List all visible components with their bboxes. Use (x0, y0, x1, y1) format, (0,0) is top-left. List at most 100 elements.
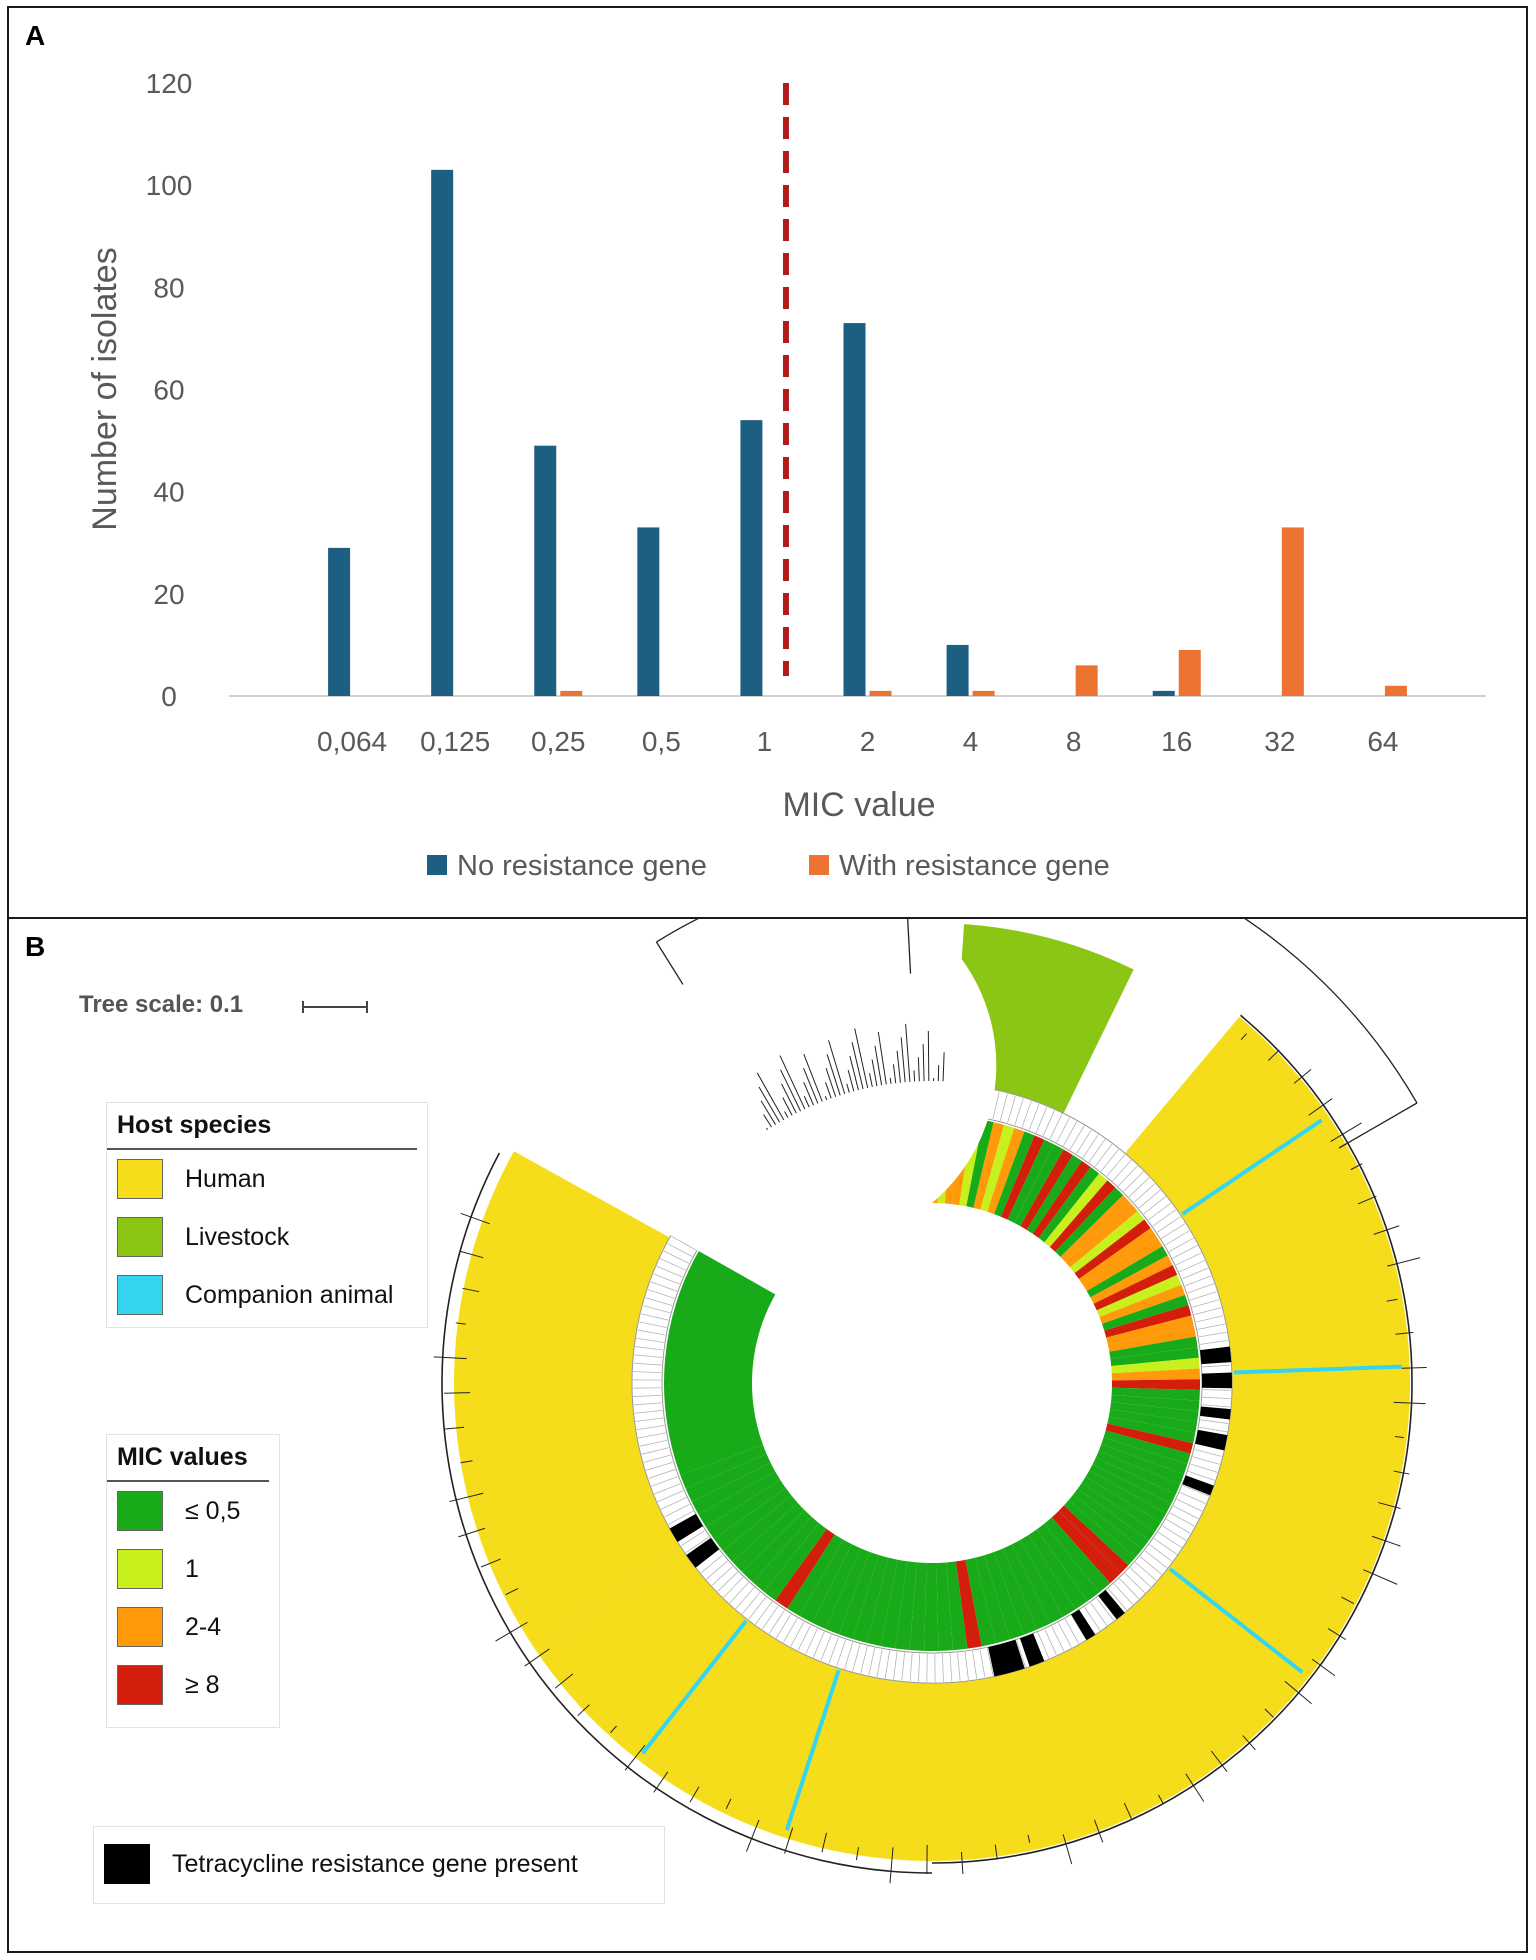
tip-tick (659, 1258, 686, 1271)
tip-tick (650, 1281, 678, 1292)
tree-branch (1210, 1750, 1228, 1773)
gene-legend: Tetracycline resistance gene present (93, 1826, 665, 1904)
tip-tick (860, 1646, 868, 1674)
tip-tick (657, 1490, 684, 1503)
tip-tick (1143, 1196, 1166, 1215)
tip-tick (844, 1642, 854, 1670)
tree-branch (756, 1072, 785, 1121)
tip-tick (1035, 1106, 1048, 1133)
tip-tick (783, 1617, 798, 1643)
mic-segment (980, 1124, 1015, 1212)
mic-segment (1063, 1500, 1136, 1566)
tip-tick (663, 1250, 690, 1264)
mic-segment (984, 1552, 1024, 1640)
mic-segment (1073, 1488, 1149, 1550)
tip-tick (668, 1510, 694, 1525)
tree-branch (782, 1097, 793, 1116)
tree-branch (758, 1086, 781, 1123)
tip-tick (1192, 1456, 1220, 1465)
mic-segment (955, 1559, 982, 1649)
tip-tick (633, 1394, 662, 1397)
bar-with-resistance (1178, 650, 1201, 696)
tip-tick (641, 1313, 669, 1321)
tip-tick (641, 1447, 669, 1455)
tip-tick (1082, 1134, 1099, 1159)
mic-segment (1086, 1246, 1168, 1298)
tree-branch (1027, 1834, 1031, 1843)
tip-tick (634, 1354, 663, 1358)
companion-branch (784, 1669, 841, 1831)
tree-branch (907, 919, 912, 974)
host-clade-human (535, 1550, 932, 1861)
mic-segment (1044, 1173, 1108, 1247)
tree-branch (1267, 1049, 1280, 1061)
tip-tick (1176, 1498, 1203, 1512)
resistance-gene-mark (1195, 1429, 1228, 1451)
mic-segment (1007, 1139, 1055, 1223)
tip-tick (1184, 1275, 1212, 1287)
mic-segment (946, 1561, 968, 1651)
tree-branch (760, 1100, 776, 1125)
tip-tick (1028, 1103, 1040, 1131)
mic-segment (1092, 1457, 1176, 1504)
tree-branch (855, 1847, 859, 1861)
tree-branch (763, 1114, 772, 1128)
mic-segment (1044, 1517, 1111, 1593)
resistance-gene-mark (1199, 1346, 1232, 1365)
tip-tick (1188, 1470, 1215, 1481)
tip-tick (1168, 1237, 1194, 1252)
host-clade-livestock (952, 924, 1134, 1114)
mic-segment (1110, 1402, 1199, 1423)
mic-segment (1081, 1476, 1161, 1532)
tip-tick (942, 1653, 944, 1682)
bar-with-resistance (869, 690, 892, 696)
tree-branch (624, 1744, 646, 1771)
legend-item-mic-high: ≥ 8 (107, 1656, 279, 1714)
x-tick-label: 0,064 (317, 726, 387, 757)
companion-branch (1181, 1118, 1323, 1216)
tip-tick (1190, 1463, 1218, 1473)
tree-branch (1387, 1257, 1421, 1267)
tree-branch (889, 1077, 892, 1084)
tip-tick (1124, 1572, 1146, 1594)
x-tick-label: 32 (1264, 726, 1295, 757)
panel-a-label: A (25, 20, 46, 51)
tip-tick (1169, 1512, 1195, 1527)
mic-segment (1101, 1294, 1189, 1331)
tree-branch (433, 1356, 467, 1360)
tree-branch (1062, 1834, 1073, 1865)
tip-tick (748, 1596, 767, 1620)
tree-branch (1386, 1298, 1398, 1302)
tree-branch (803, 1053, 823, 1102)
tip-tick (1014, 1098, 1024, 1126)
tip-tick (1117, 1165, 1138, 1187)
tip-tick (1165, 1230, 1190, 1246)
resistance-gene-mark (669, 1513, 704, 1542)
mic-segment (1093, 1265, 1178, 1311)
mic-segment (1011, 1539, 1064, 1624)
tree-branch (445, 1426, 465, 1430)
mic-segment (775, 1528, 835, 1609)
mic-segment (752, 1516, 819, 1592)
tip-tick (1063, 1121, 1078, 1147)
tree-branch (825, 1082, 832, 1099)
tip-tick (1069, 1125, 1085, 1150)
tree-branch (828, 1040, 846, 1095)
bar-with-resistance (972, 690, 995, 696)
tip-tick (909, 1653, 913, 1682)
tip-tick (671, 1235, 697, 1251)
mic-segment (1013, 1144, 1064, 1227)
host-species-legend: Host species Human Livestock Companion a… (106, 1102, 428, 1328)
mic-segment (880, 1559, 908, 1649)
tree-branch (655, 941, 684, 985)
resistance-gene-mark (1182, 1475, 1214, 1496)
mic-segment (936, 1562, 954, 1651)
tip-tick (1128, 1177, 1150, 1198)
x-tick-label: 8 (1066, 726, 1082, 757)
tip-tick (1088, 1139, 1106, 1163)
tree-branch (826, 1054, 841, 1096)
tree-branch (821, 1832, 827, 1853)
tip-tick (643, 1305, 671, 1314)
mic-segment (866, 1557, 898, 1647)
tip-tick (1007, 1095, 1016, 1123)
